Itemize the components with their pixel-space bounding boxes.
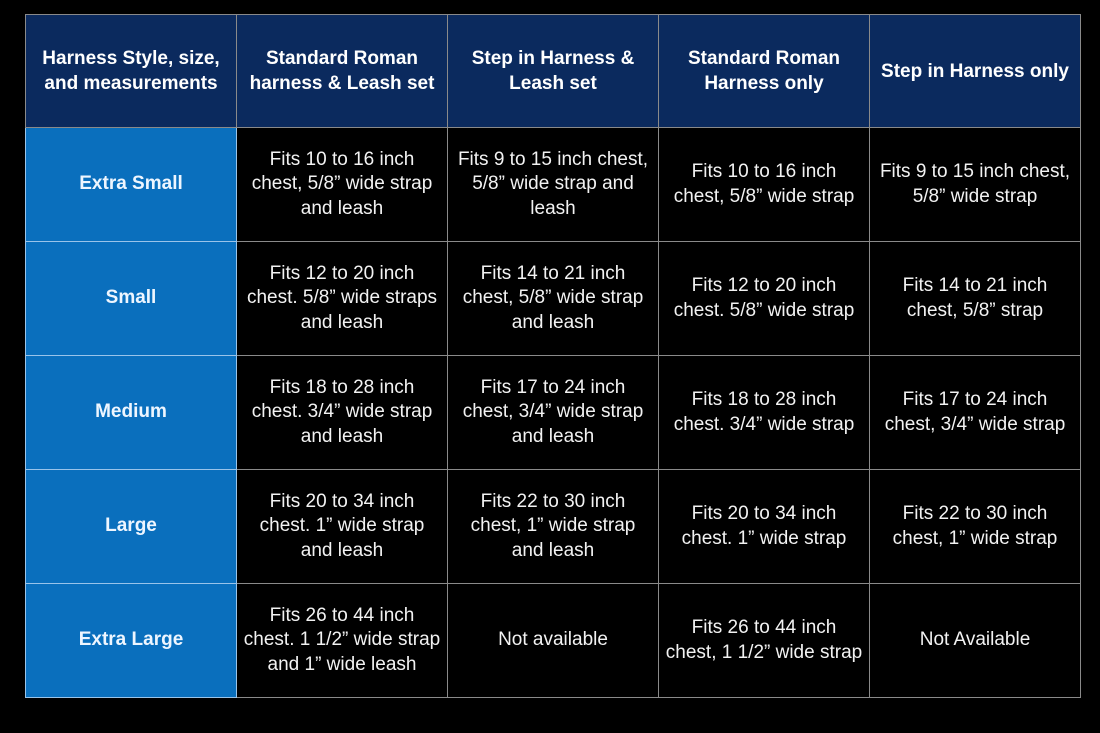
table-row: Small Fits 12 to 20 inch chest. 5/8” wide… [25, 241, 1081, 356]
header-row: Harness Style, size, and measurements St… [25, 14, 1081, 128]
measurement-cell: Fits 18 to 28 inch chest. 3/4” wide stra… [236, 355, 448, 470]
header-cell: Step in Harness only [869, 14, 1081, 128]
measurement-cell: Fits 18 to 28 inch chest. 3/4” wide stra… [658, 355, 870, 470]
harness-size-table: Harness Style, size, and measurements St… [25, 14, 1081, 698]
measurement-cell: Fits 12 to 20 inch chest. 5/8” wide stra… [658, 241, 870, 356]
measurement-cell: Fits 22 to 30 inch chest, 1” wide strap [869, 469, 1081, 584]
header-cell: Standard Roman Harness only [658, 14, 870, 128]
measurement-cell: Fits 17 to 24 inch chest, 3/4” wide stra… [447, 355, 659, 470]
measurement-cell: Fits 20 to 34 inch chest. 1” wide strap … [236, 469, 448, 584]
size-cell: Large [25, 469, 237, 584]
measurement-cell: Fits 9 to 15 inch chest, 5/8” wide strap… [447, 127, 659, 242]
size-cell: Medium [25, 355, 237, 470]
measurement-cell: Fits 14 to 21 inch chest, 5/8” wide stra… [447, 241, 659, 356]
table-row: Extra Large Fits 26 to 44 inch chest. 1 1… [25, 583, 1081, 698]
measurement-cell: Fits 9 to 15 inch chest, 5/8” wide strap [869, 127, 1081, 242]
measurement-cell: Fits 12 to 20 inch chest. 5/8” wide stra… [236, 241, 448, 356]
header-cell: Step in Harness & Leash set [447, 14, 659, 128]
header-cell: Standard Roman harness & Leash set [236, 14, 448, 128]
size-cell: Extra Small [25, 127, 237, 242]
measurement-cell: Fits 14 to 21 inch chest, 5/8” strap [869, 241, 1081, 356]
measurement-cell: Fits 26 to 44 inch chest, 1 1/2” wide st… [658, 583, 870, 698]
measurement-cell: Not Available [869, 583, 1081, 698]
header-cell: Harness Style, size, and measurements [25, 14, 237, 128]
measurement-cell: Fits 17 to 24 inch chest, 3/4” wide stra… [869, 355, 1081, 470]
measurement-cell: Fits 20 to 34 inch chest. 1” wide strap [658, 469, 870, 584]
measurement-cell: Fits 26 to 44 inch chest. 1 1/2” wide st… [236, 583, 448, 698]
measurement-cell: Fits 22 to 30 inch chest, 1” wide strap … [447, 469, 659, 584]
measurement-cell: Fits 10 to 16 inch chest, 5/8” wide stra… [236, 127, 448, 242]
size-cell: Extra Large [25, 583, 237, 698]
size-cell: Small [25, 241, 237, 356]
table-row: Extra Small Fits 10 to 16 inch chest, 5/8… [25, 127, 1081, 242]
table-row: Medium Fits 18 to 28 inch chest. 3/4” wid… [25, 355, 1081, 470]
measurement-cell: Not available [447, 583, 659, 698]
table-row: Large Fits 20 to 34 inch chest. 1” wide s… [25, 469, 1081, 584]
measurement-cell: Fits 10 to 16 inch chest, 5/8” wide stra… [658, 127, 870, 242]
